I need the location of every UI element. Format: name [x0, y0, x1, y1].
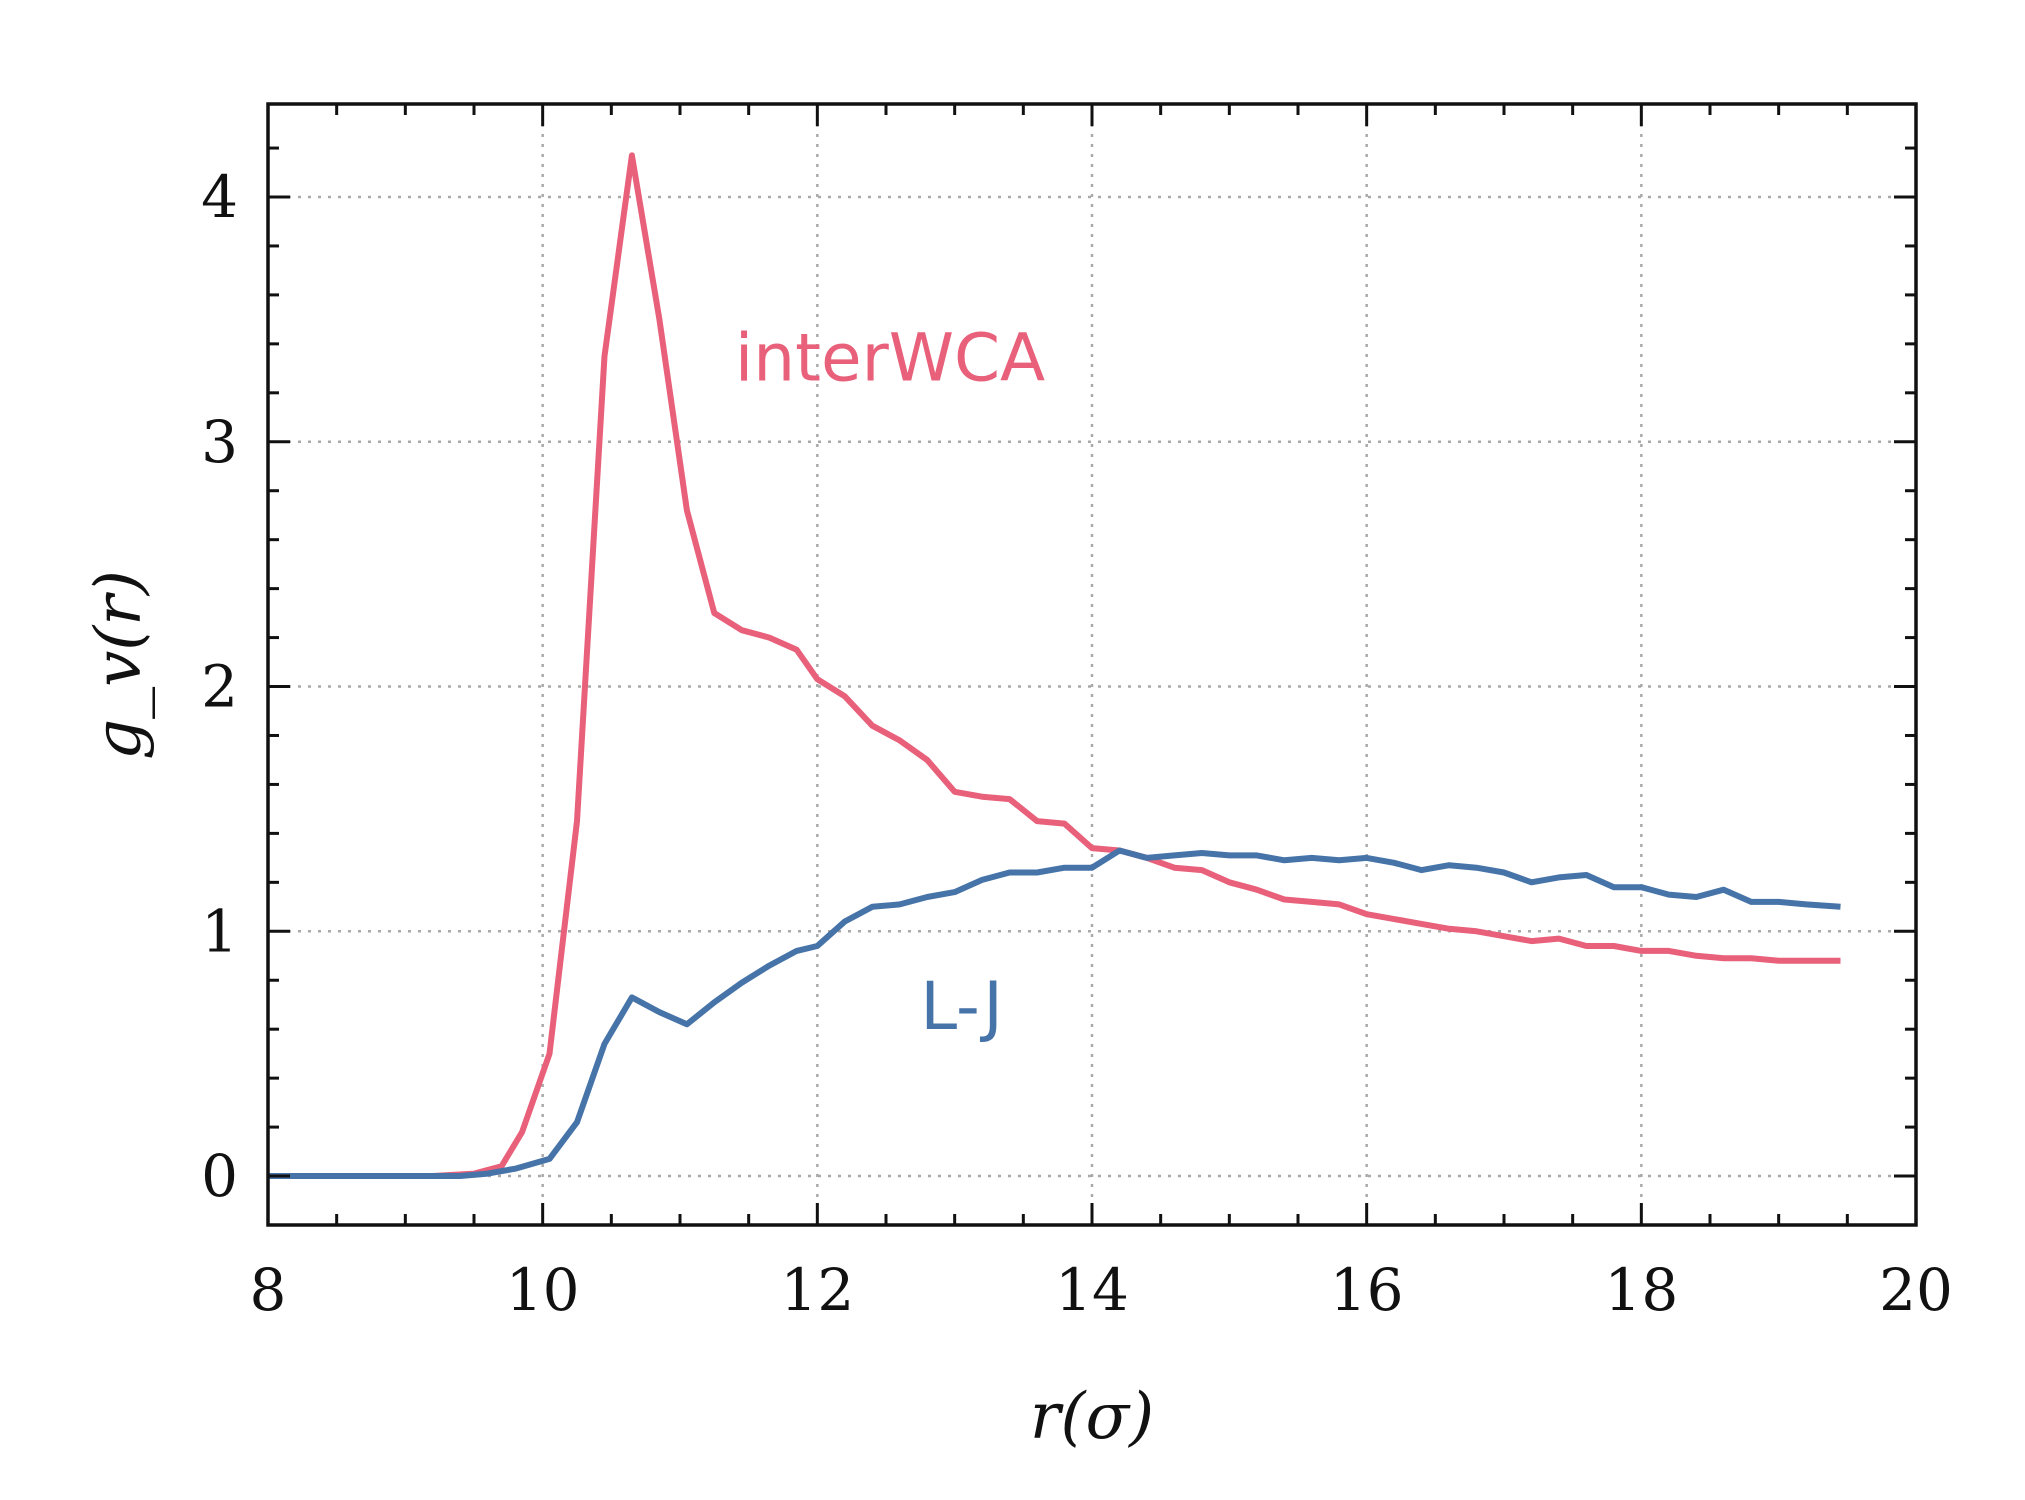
- series-label-interwca: interWCA: [735, 320, 1045, 397]
- x-tick-label: 20: [1879, 1256, 1953, 1324]
- series-label-l-j: L-J: [920, 968, 1003, 1045]
- y-tick-label: 0: [201, 1142, 238, 1210]
- series-lines: [268, 152, 1841, 1179]
- y-axis-label: g_v(r): [82, 570, 156, 760]
- plot-frame: [266, 102, 1918, 1227]
- series-line-interwca: [268, 152, 1841, 1179]
- y-tick-label: 1: [201, 897, 238, 965]
- x-tick-label: 10: [506, 1256, 580, 1324]
- series-line-l-j: [268, 847, 1841, 1179]
- x-tick-label: 18: [1604, 1256, 1678, 1324]
- series-labels: interWCA L-J: [735, 320, 1045, 1046]
- y-tick-labels: 0 1 2 3 4: [201, 163, 238, 1210]
- x-tick-label: 16: [1330, 1256, 1404, 1324]
- x-axis-label: r(σ): [1030, 1380, 1154, 1454]
- x-tick-label: 12: [780, 1256, 854, 1324]
- grid: [268, 104, 1916, 1225]
- x-tick-label: 14: [1055, 1256, 1129, 1324]
- y-tick-label: 4: [201, 163, 238, 231]
- x-tick-labels: 8 10 12 14 16 18 20: [250, 1256, 1953, 1324]
- y-tick-label: 3: [201, 408, 238, 476]
- x-tick-label: 8: [250, 1256, 287, 1324]
- y-tick-label: 2: [201, 653, 238, 721]
